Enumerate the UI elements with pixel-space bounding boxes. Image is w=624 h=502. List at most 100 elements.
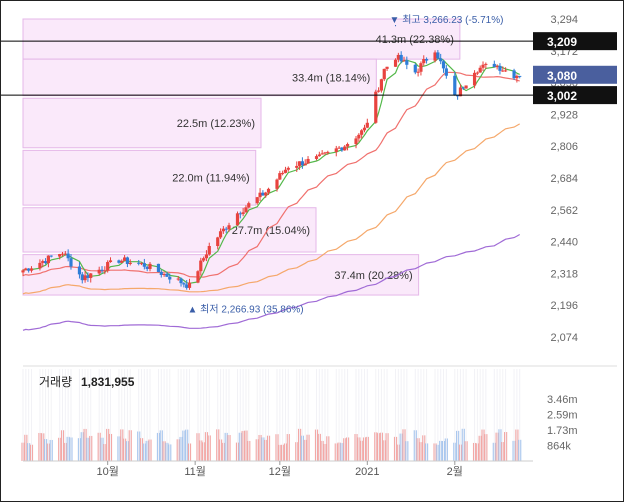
volume-profile-label: 41.3m (22.38%) xyxy=(376,34,454,46)
low-annotation: ▲ 최저 2,266.93 (35.86%) xyxy=(188,304,304,316)
candle-body xyxy=(224,228,228,230)
price-tick-label: 2,318 xyxy=(550,268,578,280)
candle-body xyxy=(484,63,488,65)
candle-body xyxy=(145,266,149,269)
candle-body xyxy=(422,59,426,64)
candle-body xyxy=(89,273,93,278)
level-badge-label: 3,209 xyxy=(547,35,577,49)
volume-profile-bar xyxy=(22,18,461,60)
candle-body xyxy=(29,268,34,271)
candle-body xyxy=(518,75,522,77)
candle-body xyxy=(515,75,519,79)
high-annotation: ▼ 최고 3,266.23 (-5.71%) xyxy=(390,14,504,26)
level-badge xyxy=(533,86,617,105)
candle-body xyxy=(393,59,398,67)
candle-body xyxy=(196,271,200,283)
volume-profile-label: 27.7m (15.04%) xyxy=(232,225,310,237)
price-tick-label: 2,196 xyxy=(550,300,578,312)
candle-body xyxy=(385,66,389,69)
candle-body xyxy=(504,70,508,72)
candle-body xyxy=(345,144,350,147)
candle-body xyxy=(444,68,448,76)
volume-current-value: 1,831,955 xyxy=(81,375,135,389)
candle-body xyxy=(60,253,65,255)
candle-body xyxy=(295,165,299,168)
candle-body xyxy=(419,63,423,72)
candle-body xyxy=(108,260,113,263)
candle-body xyxy=(27,268,31,271)
candle-body xyxy=(413,64,417,73)
candle-body xyxy=(120,260,124,263)
candle-body xyxy=(204,254,209,259)
candle-body xyxy=(396,54,400,60)
candle-body xyxy=(165,273,169,277)
candle-body xyxy=(424,59,429,61)
candle-body xyxy=(86,275,90,278)
candle-body xyxy=(106,262,110,271)
current-price-label: 3,080 xyxy=(547,69,577,83)
candle-body xyxy=(365,122,369,128)
price-tick-label: 2,684 xyxy=(550,173,578,185)
candle-body xyxy=(159,272,163,275)
volume-profile-label: 37.4m (20.28%) xyxy=(334,270,412,282)
candle-body xyxy=(123,257,127,261)
ma60-line xyxy=(22,123,520,295)
candle-body xyxy=(343,146,347,151)
ma120-line xyxy=(22,233,520,331)
candle-body xyxy=(266,188,271,193)
candle-body xyxy=(405,60,409,65)
candle-body xyxy=(80,274,84,281)
volume-profile-label: 33.4m (18.14%) xyxy=(292,72,370,84)
x-tick-label: 11월 xyxy=(184,465,206,478)
volume-title: 거래량 xyxy=(39,375,72,389)
candle-body xyxy=(481,64,485,68)
candle-body xyxy=(244,207,248,213)
candle-body xyxy=(156,263,161,273)
candle-body xyxy=(278,173,282,180)
volume-profile-bar xyxy=(22,58,377,97)
candle-body xyxy=(441,61,446,69)
current-price-badge xyxy=(533,65,617,84)
candle-body xyxy=(63,253,67,255)
candle-body xyxy=(314,156,319,159)
candle-body xyxy=(475,72,479,74)
volume-tick-label: 3.46m xyxy=(547,394,578,406)
candle-body xyxy=(238,213,242,215)
volume-tick-label: 2.59m xyxy=(547,410,578,422)
candle-body xyxy=(456,95,460,97)
candle-body xyxy=(281,172,285,174)
price-tick-label: 2,440 xyxy=(550,237,578,249)
candle-body xyxy=(218,231,223,238)
candle-body xyxy=(340,147,344,151)
candle-body xyxy=(337,147,341,149)
x-tick-label: 2월 xyxy=(447,465,463,478)
candle-body xyxy=(227,225,231,230)
candle-body xyxy=(495,65,499,68)
candle-body xyxy=(137,262,141,264)
candle-body xyxy=(46,255,50,264)
candle-body xyxy=(148,263,152,269)
candle-body xyxy=(43,261,48,264)
candle-body xyxy=(362,127,367,131)
candle-body xyxy=(21,270,25,273)
candle-body xyxy=(179,278,183,284)
price-tick-label: 2,562 xyxy=(550,205,578,217)
candle-body xyxy=(354,138,358,145)
candle-body xyxy=(306,158,310,164)
candle-body xyxy=(128,262,132,265)
candle-body xyxy=(320,153,324,155)
candle-body xyxy=(297,161,302,166)
candle-body xyxy=(436,52,440,59)
candle-body xyxy=(117,260,121,263)
candle-body xyxy=(402,60,406,62)
candle-body xyxy=(199,260,203,272)
price-tick-label: 2,806 xyxy=(550,141,578,153)
candle-body xyxy=(360,130,364,135)
candle-body xyxy=(317,154,321,157)
candle-body xyxy=(41,261,45,263)
candle-body xyxy=(58,254,62,257)
candle-body xyxy=(461,87,465,89)
candle-body xyxy=(379,79,384,91)
